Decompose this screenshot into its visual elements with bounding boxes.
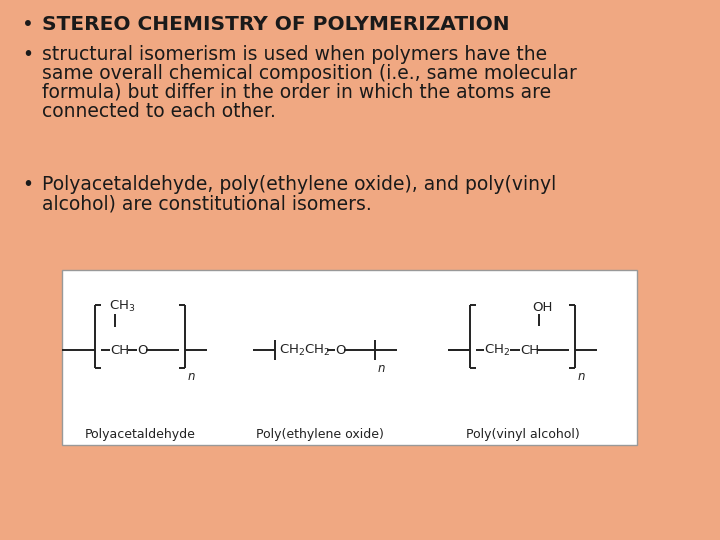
Text: CH: CH bbox=[520, 343, 539, 356]
Text: Poly(vinyl alcohol): Poly(vinyl alcohol) bbox=[466, 428, 580, 441]
Text: Poly(ethylene oxide): Poly(ethylene oxide) bbox=[256, 428, 384, 441]
Text: same overall chemical composition (i.e., same molecular: same overall chemical composition (i.e.,… bbox=[42, 64, 577, 83]
Text: Polyacetaldehyde: Polyacetaldehyde bbox=[84, 428, 195, 441]
Text: •: • bbox=[22, 15, 34, 34]
Text: alcohol) are constitutional isomers.: alcohol) are constitutional isomers. bbox=[42, 194, 372, 213]
Text: $n$: $n$ bbox=[187, 370, 196, 383]
Text: $n$: $n$ bbox=[577, 370, 585, 383]
Text: $n$: $n$ bbox=[377, 362, 386, 375]
Text: •: • bbox=[22, 45, 33, 64]
Text: CH$_3$: CH$_3$ bbox=[109, 299, 135, 314]
Text: connected to each other.: connected to each other. bbox=[42, 102, 276, 121]
Text: STEREO CHEMISTRY OF POLYMERIZATION: STEREO CHEMISTRY OF POLYMERIZATION bbox=[42, 15, 510, 34]
Text: structural isomerism is used when polymers have the: structural isomerism is used when polyme… bbox=[42, 45, 547, 64]
Text: CH$_2$: CH$_2$ bbox=[484, 342, 510, 357]
FancyBboxPatch shape bbox=[62, 270, 637, 445]
Text: O: O bbox=[335, 343, 346, 356]
Text: O: O bbox=[137, 343, 148, 356]
Text: OH: OH bbox=[532, 301, 552, 314]
Text: CH: CH bbox=[110, 343, 129, 356]
Text: formula) but differ in the order in which the atoms are: formula) but differ in the order in whic… bbox=[42, 83, 551, 102]
Text: Polyacetaldehyde, poly(ethylene oxide), and poly(vinyl: Polyacetaldehyde, poly(ethylene oxide), … bbox=[42, 175, 557, 194]
Text: CH$_2$CH$_2$: CH$_2$CH$_2$ bbox=[279, 342, 330, 357]
Text: •: • bbox=[22, 175, 33, 194]
